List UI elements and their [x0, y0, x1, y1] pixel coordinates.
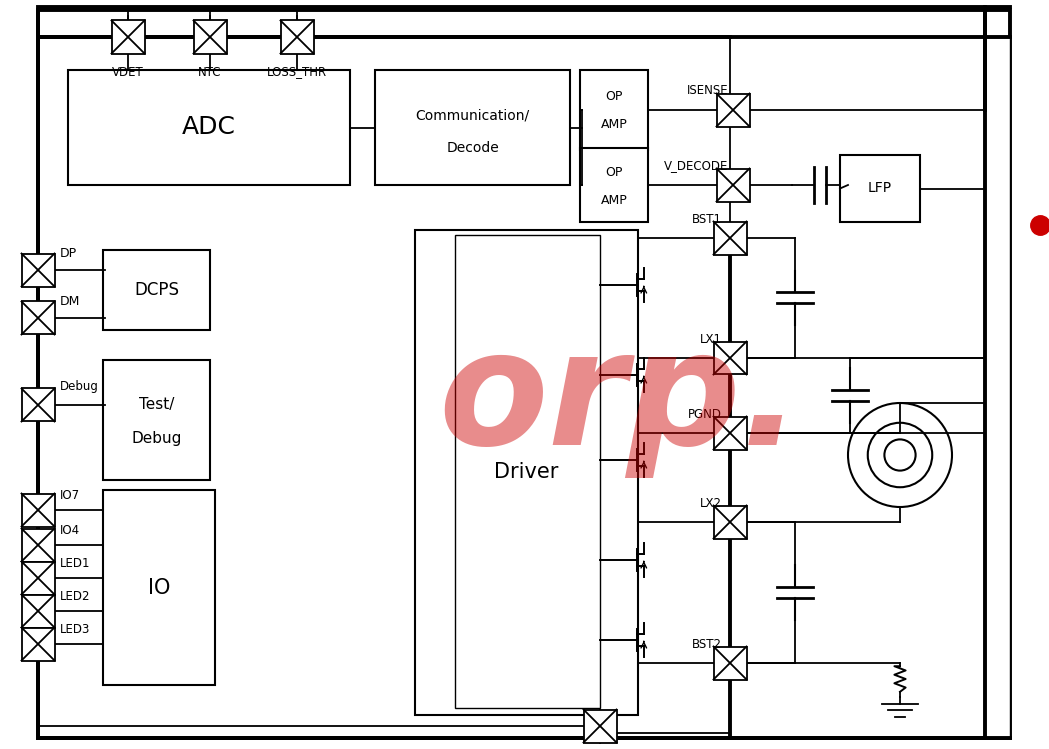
Bar [193, 20, 227, 53]
Text: ISENSE: ISENSE [686, 84, 728, 97]
Text: BST1: BST1 [692, 213, 722, 226]
Text: NTC: NTC [198, 65, 221, 79]
Bar [716, 169, 749, 201]
Text: AMP: AMP [601, 193, 627, 207]
Bar [280, 20, 314, 53]
Text: IO4: IO4 [60, 524, 80, 537]
Text: Debug: Debug [131, 431, 181, 446]
Text: LX2: LX2 [700, 497, 722, 510]
Text: BST2: BST2 [692, 638, 722, 651]
Text: LX1: LX1 [700, 333, 722, 346]
Text: Decode: Decode [446, 141, 499, 154]
Bar [713, 342, 747, 374]
Bar [21, 302, 55, 335]
Text: orp.: orp. [438, 323, 801, 478]
Bar [455, 235, 600, 708]
Text: LOSS_THR: LOSS_THR [266, 65, 327, 79]
Text: Test/: Test/ [138, 398, 174, 413]
Text: V_DECODE: V_DECODE [664, 159, 728, 172]
Bar [21, 562, 55, 595]
Bar [713, 506, 747, 539]
Text: VDET: VDET [112, 65, 144, 79]
Bar [580, 70, 648, 150]
Text: ADC: ADC [183, 115, 236, 139]
Text: Debug: Debug [60, 380, 99, 393]
Text: Communication/: Communication/ [415, 109, 530, 123]
Bar [580, 148, 648, 222]
Bar [713, 222, 747, 255]
Text: IO: IO [148, 577, 170, 598]
Bar [103, 250, 210, 330]
Bar [103, 490, 215, 685]
Bar [103, 360, 210, 480]
Text: PGND: PGND [688, 408, 722, 421]
Bar [111, 20, 145, 53]
Text: LED3: LED3 [60, 623, 90, 636]
Text: Driver: Driver [494, 462, 559, 482]
Text: DM: DM [60, 295, 80, 308]
Text: LED1: LED1 [60, 557, 90, 570]
Text: DCPS: DCPS [134, 281, 179, 299]
Text: AMP: AMP [601, 118, 627, 132]
Text: LED2: LED2 [60, 590, 90, 603]
Bar [21, 253, 55, 287]
Bar [21, 389, 55, 422]
Text: OP: OP [605, 91, 623, 103]
Text: LFP: LFP [868, 181, 892, 195]
Bar [713, 416, 747, 449]
Bar [840, 155, 920, 222]
Bar [21, 494, 55, 527]
Bar [21, 595, 55, 628]
Bar [21, 628, 55, 661]
Bar [374, 70, 570, 185]
Text: OP: OP [605, 166, 623, 178]
Bar [716, 94, 749, 127]
Bar [583, 709, 617, 742]
Bar [415, 230, 638, 715]
Text: DP: DP [60, 247, 77, 260]
Bar [21, 529, 55, 562]
Bar [68, 70, 350, 185]
Text: IO7: IO7 [60, 489, 80, 502]
Bar [713, 646, 747, 679]
